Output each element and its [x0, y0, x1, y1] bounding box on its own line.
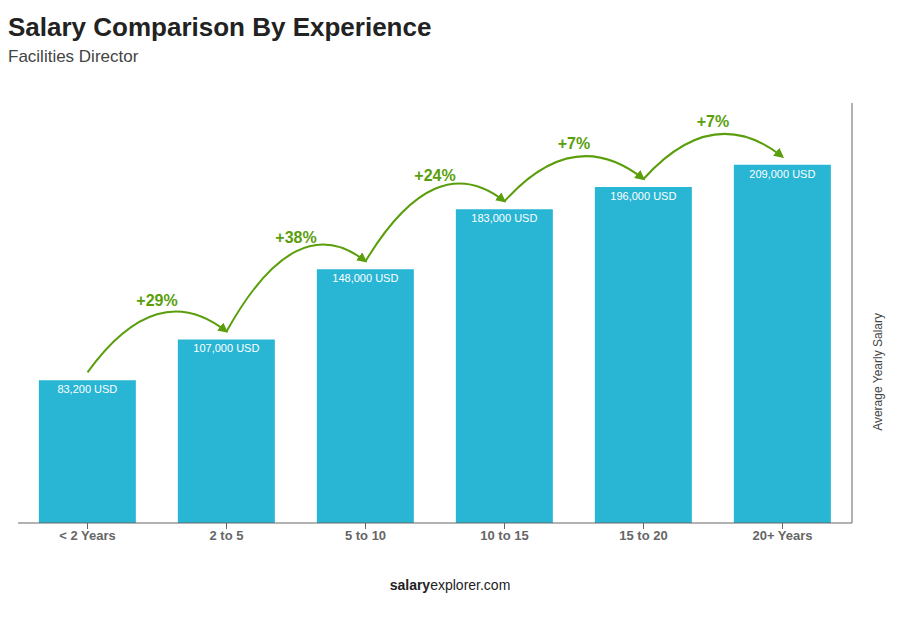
svg-text:+24%: +24% — [414, 167, 455, 184]
svg-text:148,000 USD: 148,000 USD — [332, 272, 398, 284]
svg-text:209,000 USD: 209,000 USD — [749, 168, 815, 180]
html-text:Salary Comparison By Experienc: Salary Comparison By Experience — [8, 12, 432, 42]
svg-text:183,000 USD: 183,000 USD — [471, 212, 537, 224]
svg-text:Average Yearly Salary: Average Yearly Salary — [871, 313, 885, 431]
svg-text:107,000 USD: 107,000 USD — [193, 342, 259, 354]
svg-text:83,200 USD: 83,200 USD — [57, 383, 117, 395]
svg-text:10 to 15: 10 to 15 — [480, 528, 528, 543]
svg-text:+38%: +38% — [275, 229, 316, 246]
svg-text:+7%: +7% — [558, 135, 590, 152]
svg-text:15 to 20: 15 to 20 — [619, 528, 667, 543]
svg-text:20+ Years: 20+ Years — [752, 528, 812, 543]
svg-text:+7%: +7% — [697, 113, 729, 130]
html-text:Facilities Director: Facilities Director — [8, 47, 139, 66]
svg-text:2 to 5: 2 to 5 — [210, 528, 244, 543]
svg-text:5 to 10: 5 to 10 — [345, 528, 386, 543]
svg-text:196,000 USD: 196,000 USD — [610, 190, 676, 202]
svg-text:+29%: +29% — [136, 292, 177, 309]
html-text:salary explorer.com: salary explorer.com — [389, 577, 511, 593]
svg-text:< 2 Years: < 2 Years — [59, 528, 116, 543]
